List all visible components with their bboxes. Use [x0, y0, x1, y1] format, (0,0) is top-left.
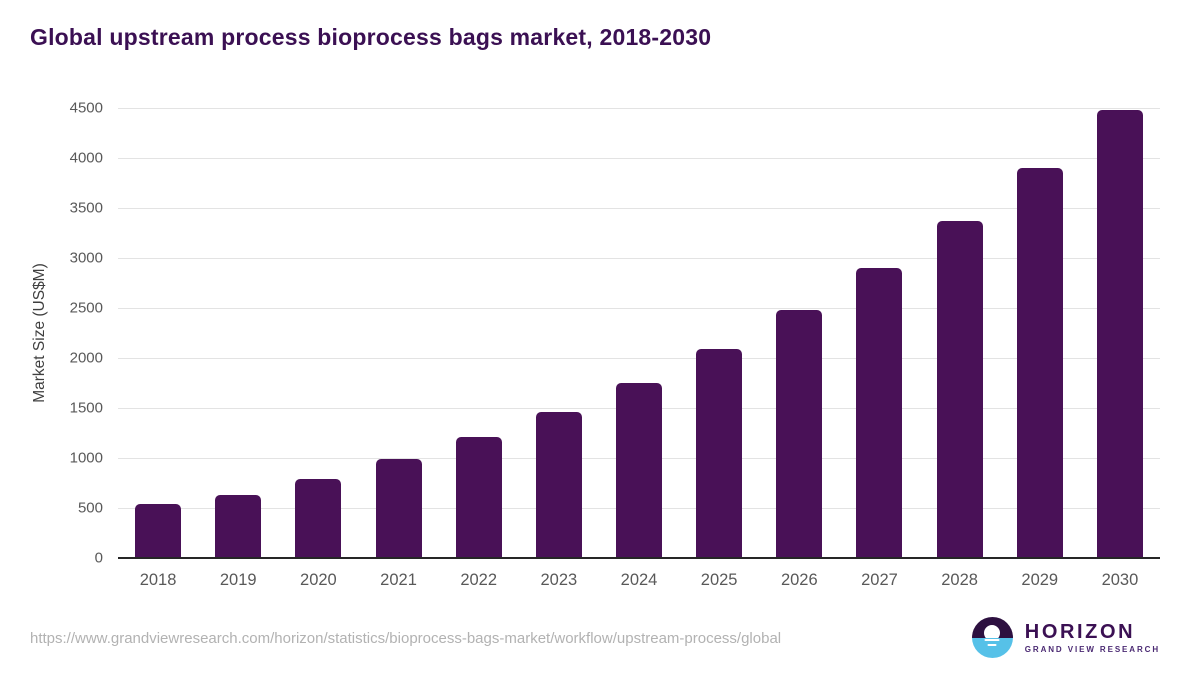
source-url: https://www.grandviewresearch.com/horizo… [30, 630, 782, 647]
y-tick-label-0: 0 [94, 549, 103, 567]
gridline-3000 [118, 257, 1160, 259]
x-tick-label-2018: 2018 [139, 571, 177, 589]
x-tick-label-2024: 2024 [620, 571, 658, 589]
x-tick-label-2026: 2026 [780, 571, 818, 589]
x-tick-label-2023: 2023 [540, 571, 578, 589]
bar-2019 [215, 495, 262, 558]
bar-2024 [616, 383, 662, 558]
x-axis-line [118, 557, 1160, 559]
gridline-4000 [118, 157, 1160, 159]
bar-2022 [455, 437, 502, 558]
horizon-sun-icon [971, 617, 1013, 658]
x-tick-label-2028: 2028 [941, 571, 978, 589]
logo-title: HORIZON [1024, 620, 1136, 643]
x-tick-label-2019: 2019 [219, 571, 257, 589]
y-tick-label-3000: 3000 [69, 249, 103, 267]
y-tick-label-500: 500 [77, 499, 103, 517]
bar-2023 [535, 412, 582, 558]
x-tick-label-2029: 2029 [1021, 571, 1059, 589]
gridline-3500 [118, 207, 1160, 209]
gridline-2000 [118, 357, 1160, 359]
bar-2026 [776, 310, 823, 558]
x-tick-label-2027: 2027 [861, 571, 898, 589]
logo-subtitle: GRAND VIEW RESEARCH [1024, 644, 1160, 654]
y-tick-label-1000: 1000 [69, 449, 103, 467]
y-tick-label-4500: 4500 [69, 99, 103, 117]
y-tick-label-2000: 2000 [69, 349, 103, 367]
chart-title: Global upstream process bioprocess bags … [30, 24, 712, 50]
bar-2025 [696, 349, 743, 558]
gridline-2500 [118, 307, 1160, 309]
gridline-4500 [118, 107, 1160, 109]
bar-2020 [295, 479, 342, 558]
bar-2029 [1016, 168, 1063, 558]
y-tick-label-3500: 3500 [69, 199, 103, 217]
bar-2018 [135, 504, 182, 558]
y-tick-label-2500: 2500 [69, 299, 103, 317]
bar-2027 [856, 268, 903, 558]
bar-2028 [936, 221, 983, 558]
logo-text: HORIZON GRAND VIEW RESEARCH [1025, 622, 1160, 654]
x-tick-label-2030: 2030 [1101, 571, 1139, 589]
y-axis-title: Market Size (US$M) [31, 263, 48, 403]
y-tick-label-1500: 1500 [69, 399, 103, 417]
x-tick-label-2022: 2022 [460, 571, 498, 589]
horizon-logo: HORIZON GRAND VIEW RESEARCH [971, 617, 1160, 658]
bar-chart-plot-area: 0 500 1000 1500 2000 2500 3000 3500 4000 4500 201… [70, 100, 1160, 589]
x-tick-label-2025: 2025 [700, 571, 738, 589]
x-tick-label-2020: 2020 [300, 571, 337, 589]
y-tick-label-4000: 4000 [69, 149, 103, 167]
bar-2030 [1096, 110, 1143, 558]
bar-2021 [375, 459, 422, 558]
x-tick-label-2021: 2021 [380, 571, 417, 589]
